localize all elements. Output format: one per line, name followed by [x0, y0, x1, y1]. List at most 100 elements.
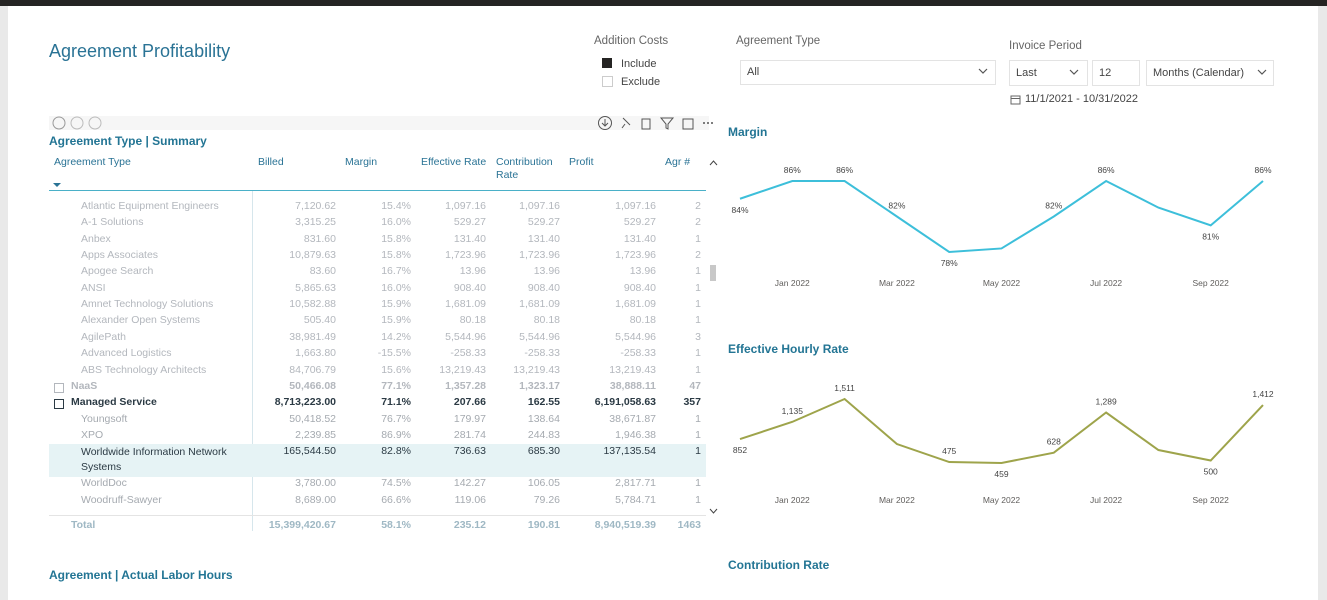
drill-icons[interactable]: [52, 116, 104, 131]
column-header[interactable]: Billed: [258, 156, 284, 168]
table-cell: 5,544.96: [615, 330, 656, 343]
slicer-option[interactable]: Include: [621, 58, 657, 70]
slicer-label: Invoice Period: [1009, 40, 1082, 52]
x-tick-label: Sep 2022: [1192, 278, 1229, 288]
column-divider: [252, 191, 253, 531]
visual-header: [49, 116, 709, 130]
table-cell: 80.18: [533, 314, 560, 327]
table-cell: 119.06: [454, 493, 486, 506]
table-cell: 2: [695, 216, 701, 229]
table-cell: 179.97: [453, 412, 486, 425]
expand-toggle[interactable]: [54, 382, 64, 393]
table-cell: 142.27: [453, 477, 486, 490]
row-highlight: [49, 444, 706, 478]
table-cell: 165,544.50: [283, 445, 336, 458]
table-cell: 76.7%: [381, 412, 411, 425]
dropdown[interactable]: [740, 60, 996, 85]
dropdown[interactable]: [1146, 60, 1274, 86]
column-header[interactable]: Contribution Rate: [496, 156, 553, 181]
expand-toggle[interactable]: [54, 399, 64, 410]
line: [739, 179, 1264, 254]
x-tick-label: Sep 2022: [1192, 495, 1229, 505]
table-cell: 5,865.63: [295, 281, 336, 294]
table-cell: 1: [695, 281, 701, 294]
table-cell: 529.27: [623, 216, 656, 229]
number-input[interactable]: [1092, 60, 1140, 86]
table-cell: 1: [695, 428, 701, 441]
slicer-label: Agreement Type: [736, 35, 821, 47]
slicer-label: Addition Costs: [594, 35, 669, 47]
table-cell: Amnet Technology Solutions: [81, 298, 214, 311]
top-bar: [0, 0, 1327, 6]
table-cell: Worldwide Information Network Systems: [81, 446, 227, 474]
checkbox-checked[interactable]: [602, 58, 612, 68]
sort-icon[interactable]: [52, 182, 62, 188]
scrollbar-arrows[interactable]: [709, 158, 718, 520]
table-cell: 131.40: [623, 232, 656, 245]
table-cell: Apps Associates: [81, 249, 159, 262]
table-cell: 1: [695, 298, 701, 311]
column-header[interactable]: Agreement Type: [54, 156, 131, 168]
table-cell: 138.64: [527, 412, 560, 425]
table-cell: 1,681.09: [445, 298, 486, 311]
table-cell: ABS Technology Architects: [81, 363, 207, 376]
data-label: 1,412: [1252, 389, 1274, 399]
chevron: [978, 68, 988, 74]
table-cell: 15.9%: [381, 314, 411, 327]
table-cell: WorldDoc: [81, 477, 127, 490]
x-tick-label: May 2022: [983, 278, 1021, 288]
x-tick-label: Jul 2022: [1090, 278, 1122, 288]
table-cell: 5,544.96: [519, 330, 560, 343]
chart-title: Contribution Rate: [728, 558, 830, 572]
table-cell: 77.1%: [381, 379, 411, 392]
column-header[interactable]: Profit: [569, 156, 594, 168]
table-cell: 1,946.38: [615, 428, 656, 441]
column-header[interactable]: Agr #: [665, 156, 691, 168]
table-cell: 38,981.49: [289, 330, 336, 343]
table-cell: 15.4%: [381, 200, 411, 212]
data-label: 84%: [731, 205, 748, 215]
column-header[interactable]: Effective Rate: [421, 156, 487, 168]
table-cell: 1: [695, 363, 701, 376]
total-cell: 15,399,420.67: [268, 519, 336, 531]
table-cell: Apogee Search: [81, 265, 154, 278]
column-header[interactable]: Margin: [345, 156, 378, 168]
table-cell: 908.40: [623, 281, 656, 294]
table-cell: 1: [695, 314, 701, 327]
table-cell: Managed Service: [71, 396, 157, 409]
table-cell: 908.40: [453, 281, 486, 294]
table-cell: 16.0%: [381, 281, 411, 294]
table-cell: 7,120.62: [295, 200, 336, 212]
table-cell: 2,239.85: [295, 428, 336, 441]
table-cell: -15.5%: [377, 347, 411, 360]
slicer-option[interactable]: Exclude: [621, 76, 661, 88]
table-cell: -258.33: [524, 347, 560, 360]
table-cell: NaaS: [71, 379, 98, 392]
table-cell: 908.40: [527, 281, 560, 294]
x-tick-label: Jan 2022: [775, 495, 810, 505]
table-cell: 131.40: [453, 232, 486, 245]
table-cell: 1,357.28: [445, 379, 486, 392]
table-cell: 16.7%: [381, 265, 411, 278]
table-cell: 1,097.16: [519, 200, 560, 212]
dropdown-value: Last: [1016, 67, 1037, 79]
table-cell: 13.96: [459, 265, 486, 278]
table-cell: 244.83: [527, 428, 560, 441]
total-cell: 58.1%: [381, 519, 411, 531]
table-cell: 38,888.11: [609, 379, 656, 392]
data-label: 82%: [888, 201, 905, 211]
x-tick-label: Mar 2022: [879, 278, 915, 288]
table-cell: 10,879.63: [289, 249, 336, 262]
data-label: 500: [1204, 467, 1218, 477]
table-cell: 5,544.96: [445, 330, 486, 343]
checkbox[interactable]: [602, 76, 613, 87]
table-cell: Atlantic Equipment Engineers: [81, 200, 219, 212]
table-cell: 16.0%: [381, 216, 411, 229]
table-cell: 50,418.52: [289, 412, 336, 425]
table-cell: 1: [695, 412, 701, 425]
table-cell: -258.33: [450, 347, 486, 360]
table-cell: 1: [695, 347, 701, 360]
visual-toolbar[interactable]: [598, 115, 718, 131]
table-cell: 162.55: [527, 396, 560, 409]
